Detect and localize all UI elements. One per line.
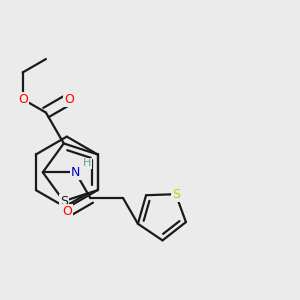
Text: S: S — [172, 188, 180, 201]
Text: S: S — [60, 195, 68, 208]
Text: O: O — [62, 205, 72, 218]
Text: O: O — [64, 93, 74, 106]
Text: O: O — [18, 93, 28, 106]
Text: N: N — [71, 166, 80, 179]
Text: H: H — [83, 158, 92, 168]
